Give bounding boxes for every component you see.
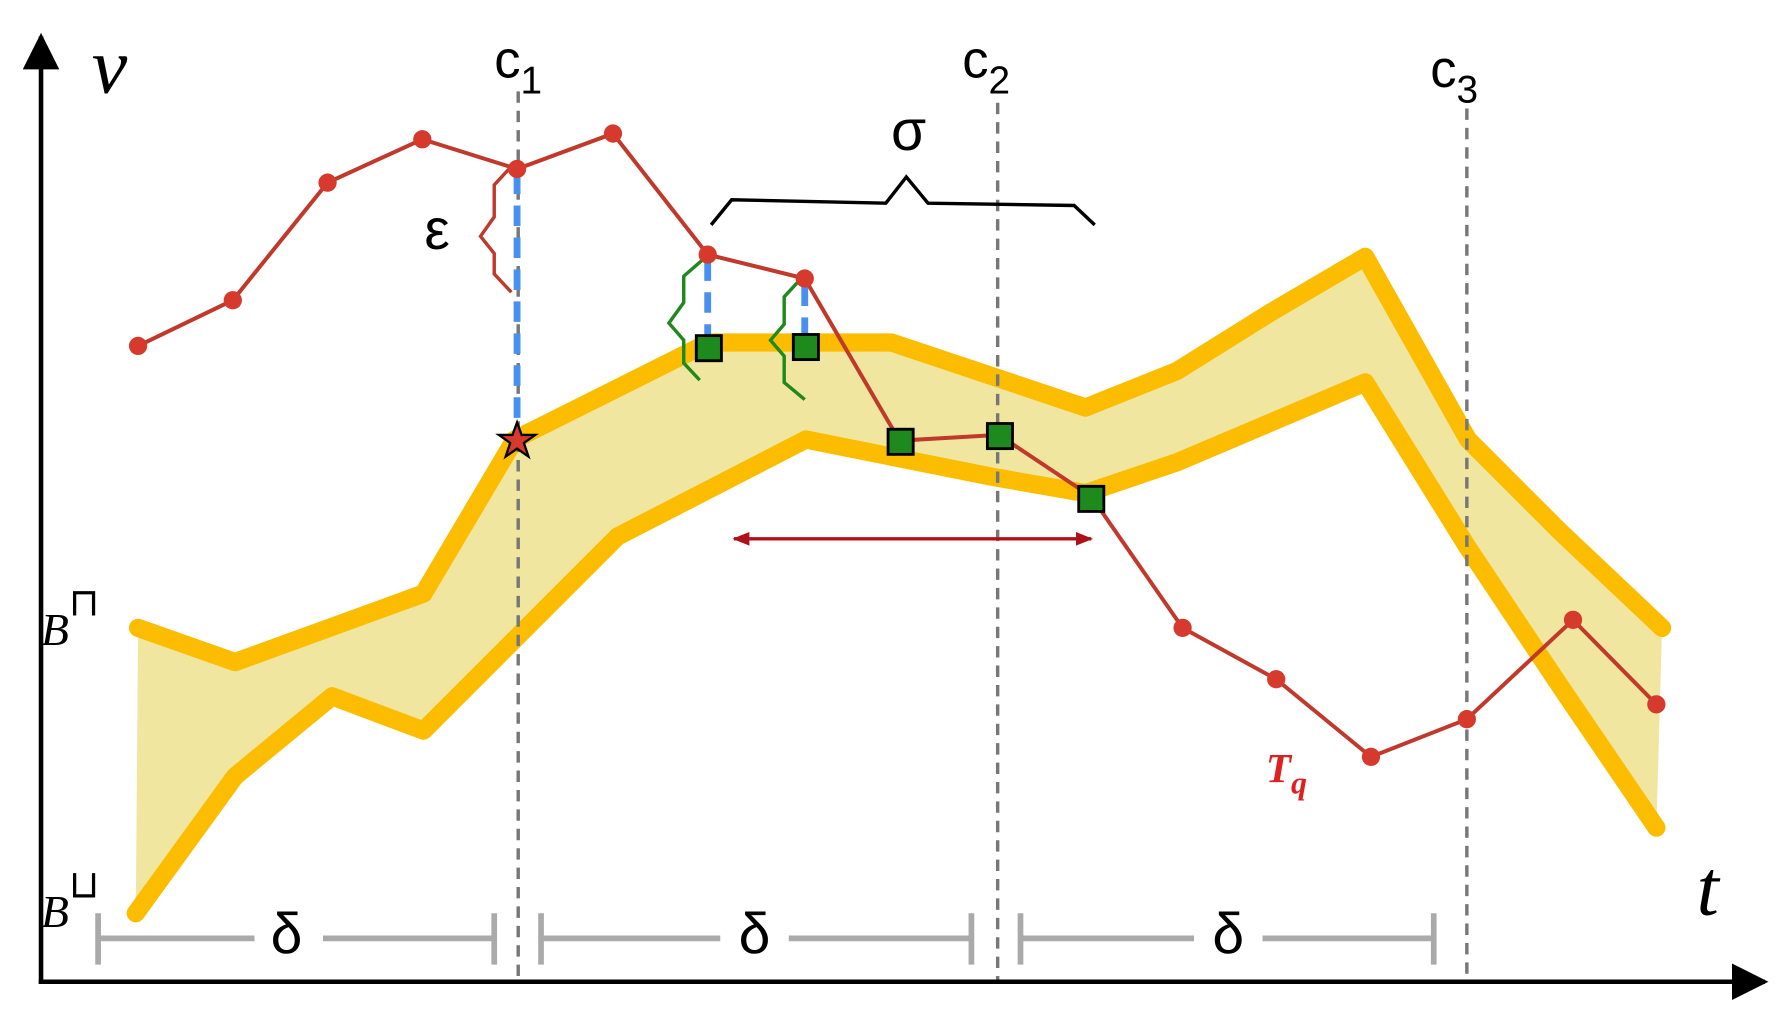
query-sub: q — [1291, 765, 1307, 800]
delta: δ — [739, 902, 771, 966]
delta: δ — [1212, 902, 1244, 966]
query-points — [128, 124, 1666, 766]
upper-bound-label: B⊓ — [41, 581, 99, 655]
cut-sub: 1 — [520, 60, 542, 103]
bound-base: B — [41, 604, 69, 655]
match-points — [694, 333, 1106, 513]
lower-bound-label: B⊔ — [41, 863, 99, 937]
cut-label: c2 — [962, 31, 1010, 103]
cut-sub: 3 — [1457, 69, 1479, 112]
epsilon-label: ε — [424, 198, 449, 262]
cut-base: c — [494, 31, 520, 90]
cut-label: c1 — [494, 31, 542, 103]
epsilon-brace — [478, 167, 513, 294]
delta-labels: δ δ δ — [271, 902, 1245, 966]
distance-lines — [513, 173, 809, 429]
cut-sub: 2 — [989, 60, 1011, 103]
bound-sup: ⊔ — [69, 863, 99, 906]
bound-sup: ⊓ — [69, 581, 99, 624]
delta-bars — [95, 913, 1437, 965]
query-base: T — [1266, 745, 1293, 791]
query-label: Tq — [1266, 745, 1307, 800]
band-fill — [135, 256, 1663, 914]
sigma-label: σ — [891, 99, 926, 163]
y-axis-label: v — [92, 23, 128, 111]
cut-base: c — [962, 31, 988, 90]
cut-label: c3 — [1430, 40, 1478, 112]
green-brace — [666, 258, 704, 382]
cut-base: c — [1430, 40, 1456, 99]
cut-lines — [516, 91, 1469, 982]
x-axis-label: t — [1697, 844, 1721, 932]
delta: δ — [271, 902, 303, 966]
start-star — [495, 419, 539, 460]
green-brace — [768, 279, 806, 401]
bound-base: B — [41, 886, 69, 937]
sigma-brace — [709, 174, 1096, 227]
lower-bound — [126, 373, 1666, 923]
